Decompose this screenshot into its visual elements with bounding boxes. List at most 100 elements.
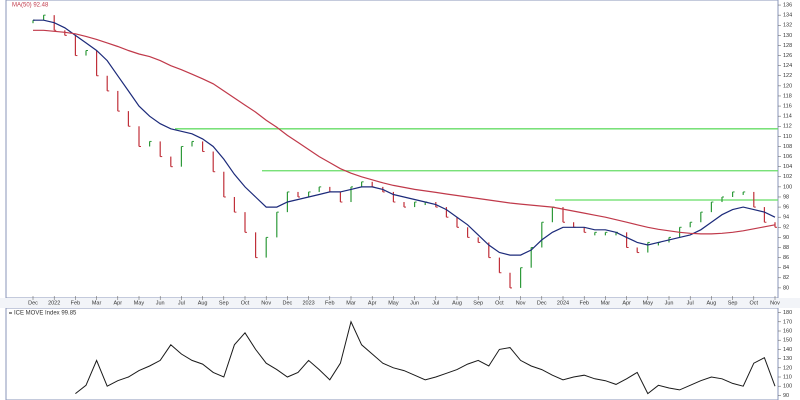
y-tick-label: 100 xyxy=(783,384,792,390)
price-bar xyxy=(541,222,543,248)
y-tick-label: 150 xyxy=(783,338,792,344)
y-tick-label: 136 xyxy=(783,3,792,9)
x-tick-label: Jun xyxy=(665,300,674,306)
price-bar xyxy=(265,237,267,258)
x-tick-label: Feb xyxy=(325,300,334,306)
price-bar xyxy=(488,242,490,258)
price-bar xyxy=(223,171,225,197)
price-bar xyxy=(456,217,458,228)
x-tick-label: Jul xyxy=(178,300,185,306)
price-bar xyxy=(191,141,193,147)
y-tick-label: 132 xyxy=(783,23,792,29)
price-bar xyxy=(763,207,765,223)
price-bar xyxy=(339,191,341,203)
x-tick-label: Jun xyxy=(410,300,419,306)
price-bar xyxy=(371,181,373,187)
y-tick-label: 126 xyxy=(783,53,792,59)
price-bar xyxy=(74,35,76,56)
price-bar xyxy=(212,151,214,172)
x-tick-label: Dec xyxy=(537,300,547,306)
y-tick-label: 128 xyxy=(783,43,792,49)
price-bar xyxy=(43,15,45,21)
x-tick-label: Sep xyxy=(473,300,483,306)
price-bar xyxy=(742,191,744,195)
price-bar xyxy=(710,202,712,213)
x-tick-label: Oct xyxy=(750,300,759,306)
y-tick-label: 120 xyxy=(783,365,792,371)
y-tick-label: 140 xyxy=(783,347,792,353)
y-tick-label: 170 xyxy=(783,319,792,325)
price-bar xyxy=(509,272,511,288)
y-tick-label: 120 xyxy=(783,83,792,89)
y-tick-label: 112 xyxy=(783,124,792,130)
price-bar xyxy=(361,181,363,187)
x-tick-label: Aug xyxy=(452,300,462,306)
y-tick-label: 84 xyxy=(783,265,789,271)
price-bar xyxy=(233,196,235,213)
y-tick-label: 100 xyxy=(783,184,792,190)
price-bar xyxy=(467,227,469,238)
price-bar xyxy=(180,146,182,167)
price-bar xyxy=(127,111,129,127)
price-bar xyxy=(117,90,119,112)
y-tick-label: 90 xyxy=(783,393,789,399)
x-tick-label: Apr xyxy=(368,300,377,306)
price-bar xyxy=(498,257,500,273)
y-tick-label: 118 xyxy=(783,93,792,99)
price-bar xyxy=(318,186,320,192)
y-tick-label: 160 xyxy=(783,328,792,334)
x-tick-label: Oct xyxy=(241,300,250,306)
x-tick-label: 2022 xyxy=(48,300,60,306)
price-bar xyxy=(732,191,734,197)
price-bar xyxy=(308,191,310,197)
y-tick-label: 110 xyxy=(783,134,792,140)
price-bar xyxy=(520,267,522,288)
y-tick-label: 180 xyxy=(783,310,792,316)
y-tick-label: 88 xyxy=(783,245,789,251)
price-bar xyxy=(774,222,776,228)
price-bar xyxy=(329,186,331,192)
y-tick-label: 130 xyxy=(783,33,792,39)
price-bar xyxy=(85,50,87,56)
legend-entry: MA(50) 92.48 xyxy=(12,3,49,9)
price-bar xyxy=(414,202,416,208)
price-bar xyxy=(573,222,575,228)
line xyxy=(75,320,776,395)
price-bar xyxy=(562,207,564,223)
x-tick-label: Mar xyxy=(92,300,102,306)
x-tick-label: Dec xyxy=(28,300,38,306)
x-tick-label: Mar xyxy=(601,300,611,306)
x-tick-label: 2023 xyxy=(302,300,314,306)
y-tick-label: 82 xyxy=(783,275,789,281)
x-tick-label: May xyxy=(388,300,399,306)
y-tick-label: 122 xyxy=(783,73,792,79)
price-bar xyxy=(244,212,246,233)
price-bar xyxy=(403,202,405,208)
x-tick-label: May xyxy=(134,300,145,306)
price-bar xyxy=(647,242,649,253)
price-bar xyxy=(583,227,585,233)
x-tick-label: Apr xyxy=(622,300,631,306)
y-tick-label: 98 xyxy=(783,194,789,200)
price-bar xyxy=(657,242,659,246)
price-bar xyxy=(700,212,702,223)
x-tick-label: Feb xyxy=(71,300,80,306)
y-tick-label: 94 xyxy=(783,215,789,221)
legend-entry: ICE MOVE Index 99.85 xyxy=(14,311,77,317)
x-tick-label: Aug xyxy=(707,300,717,306)
x-tick-label: Dec xyxy=(283,300,293,306)
x-tick-label: Nov xyxy=(261,300,271,306)
price-bar xyxy=(276,212,278,238)
price-bar xyxy=(721,196,723,203)
y-tick-label: 134 xyxy=(783,13,792,19)
price-bar xyxy=(170,156,172,167)
y-tick-label: 80 xyxy=(783,285,789,291)
price-bar xyxy=(604,232,606,236)
price-bar xyxy=(594,232,596,236)
price-bar xyxy=(636,247,638,253)
price-bar xyxy=(445,207,447,218)
x-tick-label: 2024 xyxy=(557,300,569,306)
line xyxy=(33,19,776,256)
x-tick-label: Sep xyxy=(728,300,738,306)
